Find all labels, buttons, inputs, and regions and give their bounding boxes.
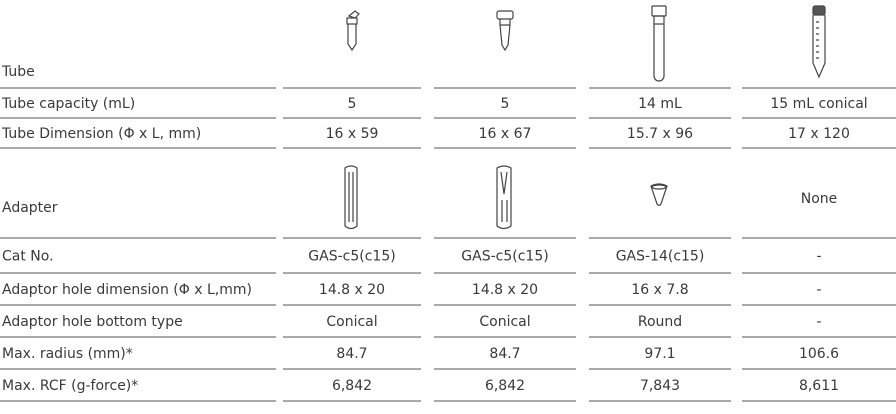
tube-icon: [813, 6, 825, 77]
cell: 7,843: [640, 378, 680, 394]
cell: 84.7: [489, 346, 520, 362]
row-label: Tube Dimension (Φ x L, mm): [1, 126, 201, 142]
cell: -: [816, 249, 821, 265]
cell: 6,842: [485, 378, 525, 394]
cell: GAS-14(c15): [616, 249, 705, 265]
cell: Round: [638, 314, 682, 330]
spec-table: Tube Tube capacity (mL) 5 5 14 mL 15 mL conic…: [0, 0, 896, 414]
row-label: Tube: [1, 64, 35, 80]
cell: 15 mL conical: [770, 96, 867, 112]
row-label: Max. RCF (g-force)*: [2, 378, 138, 394]
cell: 15.7 x 96: [627, 126, 693, 142]
tube-icon: [497, 11, 513, 50]
cell: 17 x 120: [788, 126, 850, 142]
cell: 5: [501, 96, 510, 112]
cell: 14 mL: [638, 96, 682, 112]
cell: 84.7: [336, 346, 367, 362]
cell: 16 x 67: [479, 126, 532, 142]
cell: 6,842: [332, 378, 372, 394]
page: Tube Tube capacity (mL) 5 5 14 mL 15 mL conic…: [0, 0, 896, 414]
cell: GAS-c5(c15): [461, 249, 548, 265]
cell: 16 x 59: [326, 126, 379, 142]
cell: 8,611: [799, 378, 839, 394]
cell: 14.8 x 20: [472, 282, 538, 298]
cell: 14.8 x 20: [319, 282, 385, 298]
row-label: Adaptor hole dimension (Φ x L,mm): [2, 282, 252, 298]
cell: -: [816, 282, 821, 298]
cell: Conical: [479, 314, 530, 330]
cell: 97.1: [644, 346, 675, 362]
cell: Conical: [326, 314, 377, 330]
adapter-icon: [497, 166, 511, 229]
row-label: Max. radius (mm)*: [2, 346, 133, 362]
row-label: Tube capacity (mL): [1, 96, 135, 112]
cell: 5: [348, 96, 357, 112]
cell: -: [816, 314, 821, 330]
cell: None: [801, 191, 838, 207]
adapter-icon: [651, 184, 667, 206]
row-label: Adapter: [2, 200, 58, 216]
cell: 106.6: [799, 346, 839, 362]
tube-icon: [652, 6, 666, 81]
row-label: Adaptor hole bottom type: [2, 314, 183, 330]
cell: GAS-c5(c15): [308, 249, 395, 265]
tube-icon: [347, 11, 359, 50]
cell: 16 x 7.8: [631, 282, 688, 298]
row-label: Cat No.: [2, 249, 54, 265]
adapter-icon: [345, 166, 357, 229]
